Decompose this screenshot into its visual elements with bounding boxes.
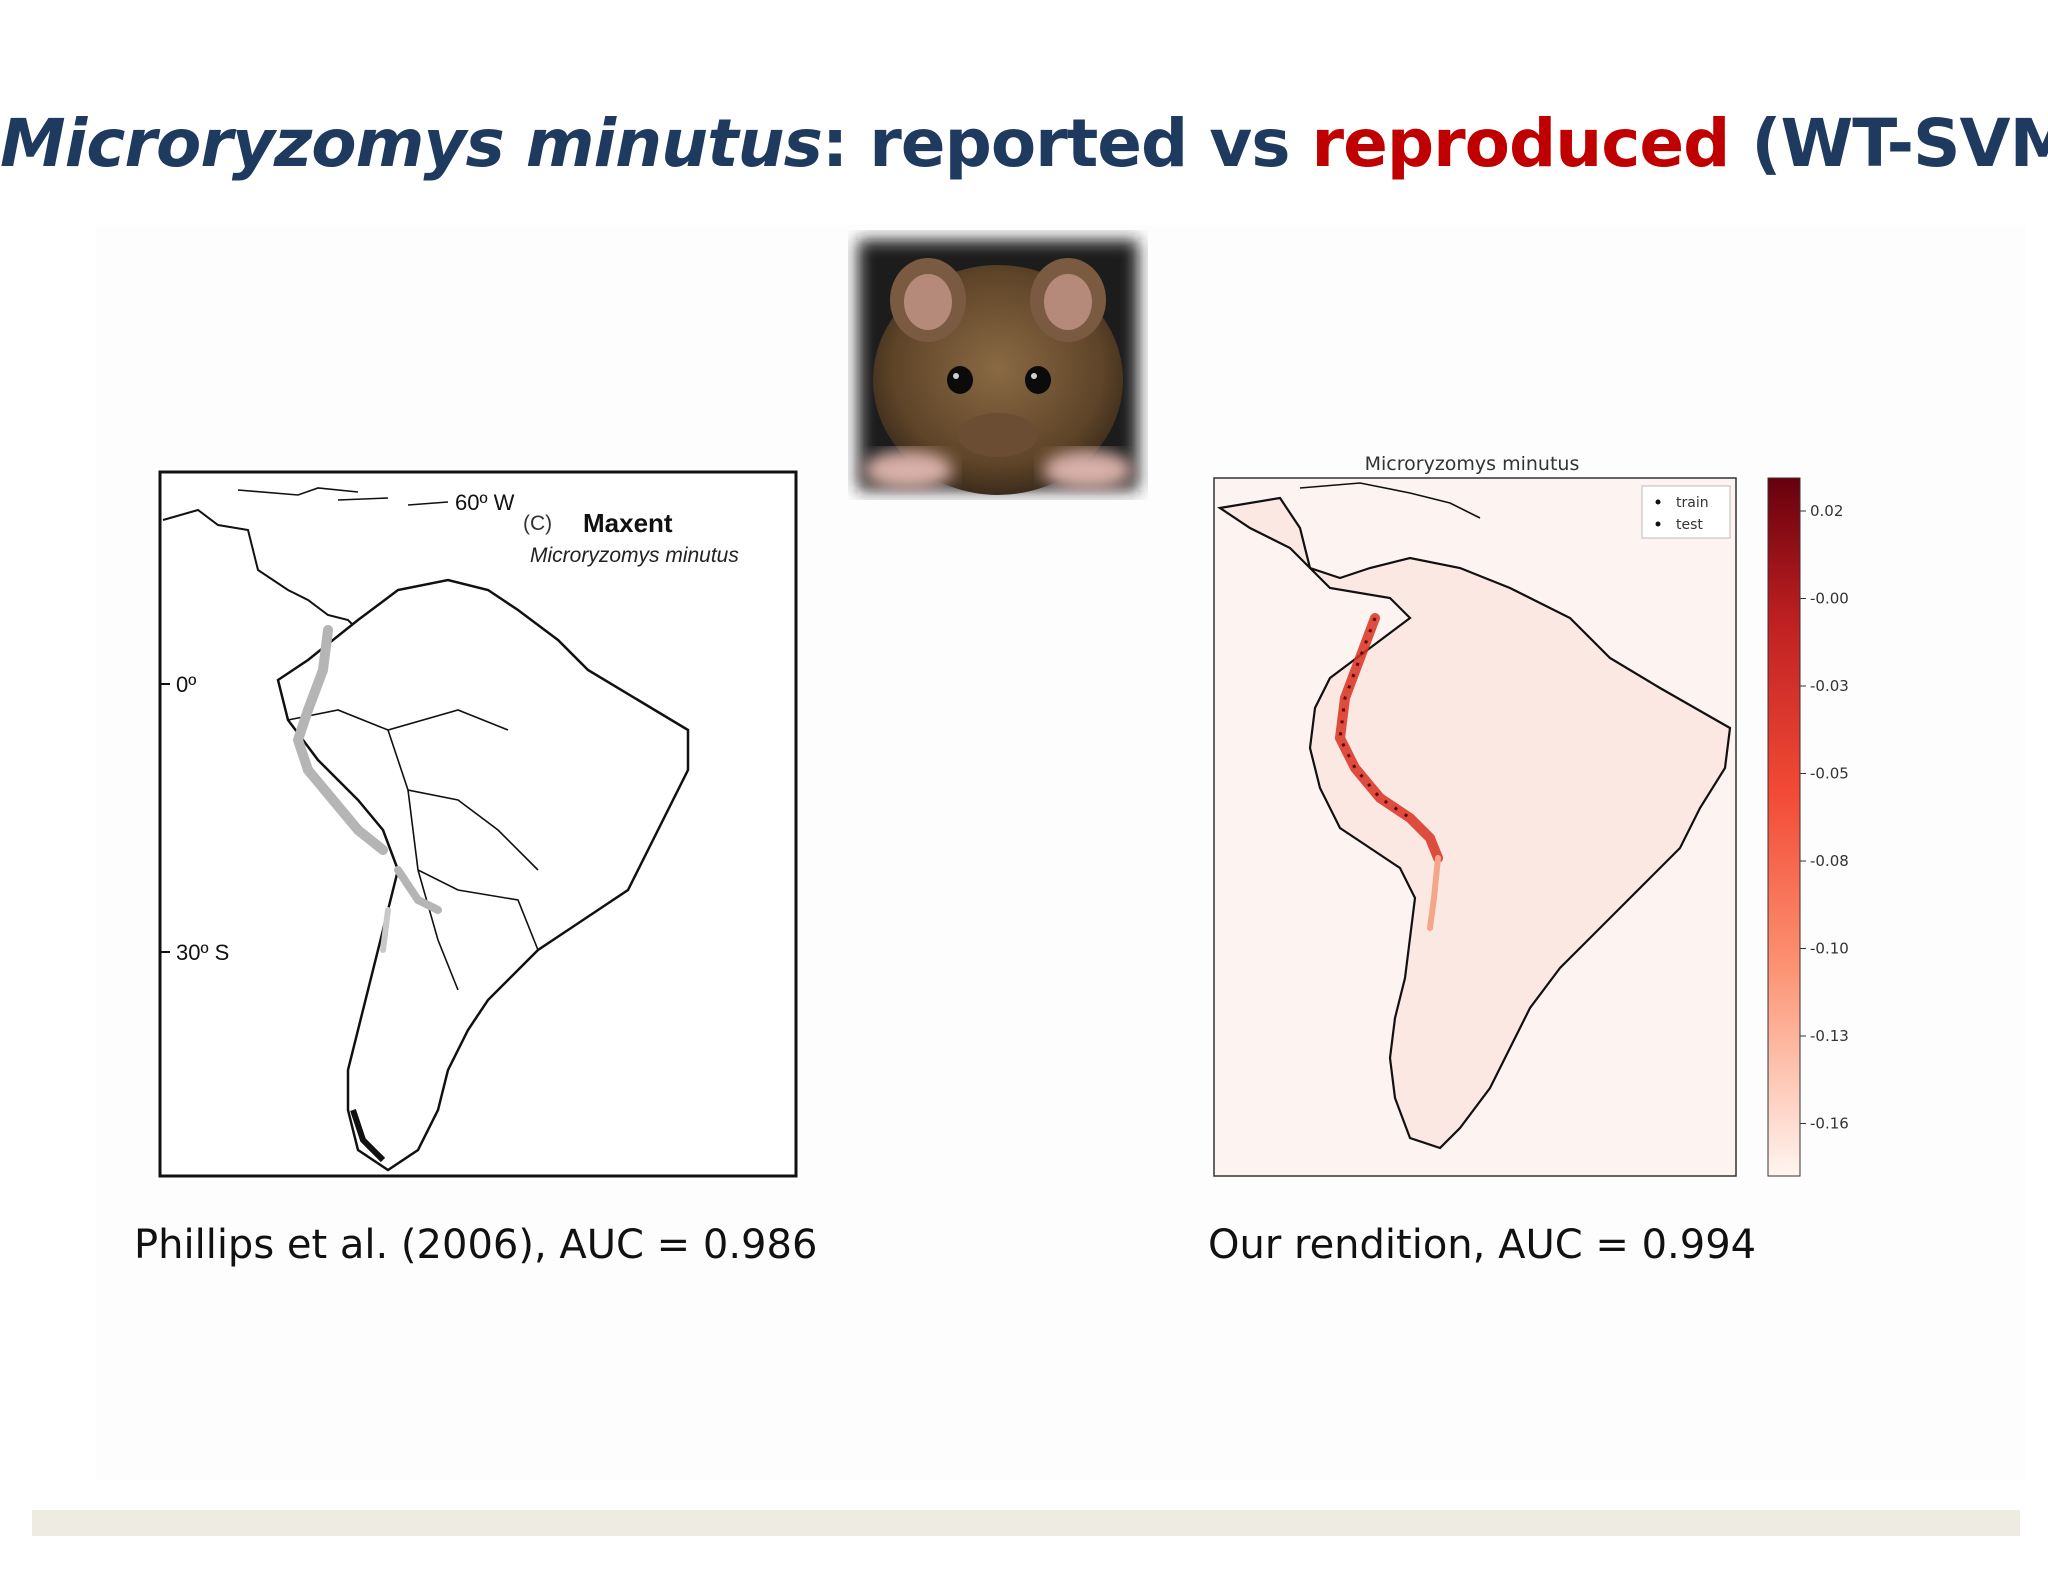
andes-prediction bbox=[292, 625, 388, 855]
title-species: Microryzomys minutus bbox=[0, 105, 823, 182]
title-tail: (WT-SVM) bbox=[1751, 105, 2048, 182]
legend-test: test bbox=[1676, 517, 1703, 533]
colorbar-tick-label: -0.08 bbox=[1810, 852, 1849, 870]
left-map: 60º W (C) Maxent Microryzomys minutus 0º… bbox=[158, 470, 798, 1178]
andes-red-band bbox=[1334, 613, 1443, 863]
colorbar-tick-label: -0.00 bbox=[1810, 590, 1849, 608]
colorbar-tick-label: -0.13 bbox=[1810, 1027, 1849, 1045]
slide-title: Microryzomys minutus: reported vs reprod… bbox=[0, 105, 2048, 182]
right-caption: Our rendition, AUC = 0.994 bbox=[1208, 1222, 1757, 1268]
colorbar-tick-label: 0.02 bbox=[1810, 502, 1843, 520]
colorbar bbox=[1767, 477, 1801, 1177]
label-lat-0: 0º bbox=[176, 672, 196, 697]
colorbar-tick-label: -0.10 bbox=[1810, 940, 1849, 958]
legend-train-marker bbox=[1655, 499, 1661, 505]
right-map-title: Microryzomys minutus bbox=[1365, 453, 1580, 475]
central-america-outline bbox=[162, 508, 359, 631]
colorbar-tick-label: -0.03 bbox=[1810, 677, 1849, 695]
label-lon: 60º W bbox=[455, 490, 515, 515]
legend-test-marker bbox=[1655, 521, 1661, 527]
footer-bar bbox=[32, 1510, 2020, 1536]
title-red: reproduced bbox=[1311, 105, 1731, 182]
colorbar-tick-label: -0.16 bbox=[1810, 1115, 1849, 1133]
colorbar-ticks: 0.02 -0.00 -0.03 -0.05 -0.08 -0.10 -0.13 -0.16 bbox=[1800, 502, 1849, 1133]
colorbar-tick-label: -0.05 bbox=[1810, 765, 1849, 783]
right-map: Microryzomys minutus train test 0.02 -0.0… bbox=[1213, 453, 1849, 1177]
right-land-outline bbox=[1217, 496, 1732, 1150]
label-panel: (C) bbox=[523, 512, 552, 535]
legend-box bbox=[1641, 485, 1731, 539]
patagonia-islands bbox=[350, 1109, 386, 1163]
label-method: Maxent bbox=[583, 508, 673, 538]
left-caption: Phillips et al. (2006), AUC = 0.986 bbox=[134, 1222, 818, 1268]
legend-train: train bbox=[1676, 495, 1709, 511]
title-sep: : reported vs bbox=[821, 105, 1312, 182]
label-lat-30: 30º S bbox=[176, 940, 229, 965]
mouse-photo bbox=[858, 240, 1138, 495]
label-species: Microryzomys minutus bbox=[530, 544, 739, 567]
caribbean-outline bbox=[237, 487, 449, 506]
country-borders bbox=[287, 709, 539, 991]
